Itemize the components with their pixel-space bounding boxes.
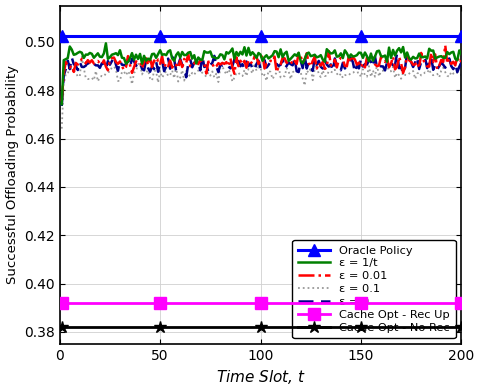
Legend: Oracle Policy, ε = 1/t, ε = 0.01, ε = 0.1, ε = 0, Cache Opt - Rec Up, Cache Opt : Oracle Policy, ε = 1/t, ε = 0.01, ε = 0.… xyxy=(292,240,456,338)
ε = 0.01 xyxy=(458,58,464,63)
ε = 0.01 xyxy=(133,59,139,64)
Line: ε = 0: ε = 0 xyxy=(62,53,461,106)
Oracle Policy xyxy=(83,33,89,38)
ε = 0.01 xyxy=(165,64,171,69)
ε = 0 xyxy=(133,64,139,68)
Line: Cache Opt - No Rec: Cache Opt - No Rec xyxy=(56,321,468,333)
ε = 0.01 xyxy=(83,61,89,66)
ε = 0 xyxy=(59,103,65,108)
ε = 0.1 xyxy=(85,77,91,82)
Oracle Policy xyxy=(165,33,171,38)
ε = 1/t xyxy=(168,48,173,53)
ε = 0 xyxy=(440,62,446,67)
ε = 0.1 xyxy=(135,62,141,66)
ε = 0 xyxy=(83,63,89,68)
ε = 1/t xyxy=(83,52,89,57)
Cache Opt - No Rec xyxy=(83,325,89,329)
Cache Opt - Rec Up xyxy=(165,301,171,305)
ε = 0.1 xyxy=(458,73,464,77)
ε = 0.01 xyxy=(438,58,444,62)
Line: ε = 0.01: ε = 0.01 xyxy=(62,45,461,102)
ε = 1/t xyxy=(103,41,109,46)
ε = 0.1 xyxy=(59,126,65,131)
Cache Opt - No Rec xyxy=(75,325,81,329)
Y-axis label: Successful Offloading Probability: Successful Offloading Probability xyxy=(6,65,19,284)
Line: ε = 1/t: ε = 1/t xyxy=(62,44,461,104)
ε = 1/t xyxy=(426,46,432,51)
ε = 1/t xyxy=(59,102,65,107)
Oracle Policy xyxy=(133,33,139,38)
X-axis label: Time Slot, $t$: Time Slot, $t$ xyxy=(216,368,306,387)
Oracle Policy xyxy=(59,33,65,38)
ε = 0 xyxy=(165,56,171,61)
Cache Opt - No Rec xyxy=(133,325,139,329)
Cache Opt - Rec Up xyxy=(438,301,444,305)
ε = 0.01 xyxy=(443,43,448,48)
Cache Opt - No Rec xyxy=(165,325,171,329)
ε = 1/t xyxy=(458,52,464,56)
Oracle Policy xyxy=(424,33,430,38)
Cache Opt - No Rec xyxy=(59,325,65,329)
ε = 0.1 xyxy=(168,73,173,77)
Cache Opt - No Rec xyxy=(424,325,430,329)
ε = 0.01 xyxy=(424,64,430,69)
Cache Opt - Rec Up xyxy=(59,301,65,305)
ε = 0 xyxy=(458,60,464,65)
Cache Opt - Rec Up xyxy=(458,301,464,305)
ε = 0.01 xyxy=(59,99,65,104)
Cache Opt - Rec Up xyxy=(75,301,81,305)
Cache Opt - Rec Up xyxy=(133,301,139,305)
Line: Oracle Policy: Oracle Policy xyxy=(56,29,468,42)
ε = 1/t xyxy=(75,51,81,55)
Oracle Policy xyxy=(75,33,81,38)
ε = 0.01 xyxy=(75,62,81,67)
Oracle Policy xyxy=(438,33,444,38)
Cache Opt - Rec Up xyxy=(83,301,89,305)
ε = 0.1 xyxy=(75,74,81,79)
Cache Opt - No Rec xyxy=(438,325,444,329)
Cache Opt - No Rec xyxy=(458,325,464,329)
ε = 0.1 xyxy=(426,67,432,72)
ε = 1/t xyxy=(135,56,141,61)
Line: ε = 0.1: ε = 0.1 xyxy=(62,57,461,129)
ε = 0.1 xyxy=(79,54,84,59)
Cache Opt - Rec Up xyxy=(424,301,430,305)
Line: Cache Opt - Rec Up: Cache Opt - Rec Up xyxy=(56,298,467,309)
Oracle Policy xyxy=(458,33,464,38)
ε = 0 xyxy=(75,68,81,73)
ε = 0 xyxy=(404,51,410,56)
ε = 1/t xyxy=(440,55,446,60)
ε = 0.1 xyxy=(440,65,446,70)
ε = 0 xyxy=(426,60,432,65)
